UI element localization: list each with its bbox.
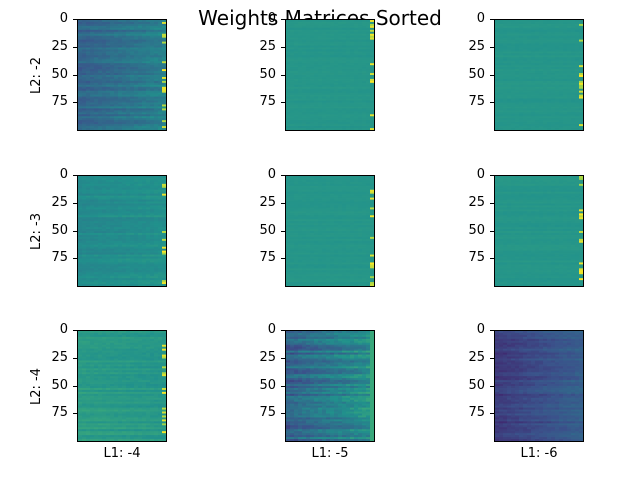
y-tick-label: 50	[468, 377, 485, 393]
y-tick-label: 50	[259, 377, 276, 393]
heatmap-image	[78, 331, 166, 441]
y-tick-label: 50	[51, 377, 68, 393]
heatmap-image	[78, 20, 166, 130]
y-tick	[73, 175, 77, 176]
heatmap-panel-r2-c1	[285, 330, 375, 442]
y-tick	[281, 230, 285, 232]
y-tick-label: 0	[476, 11, 485, 26]
y-tick	[73, 102, 77, 104]
y-tick	[281, 19, 285, 20]
heatmap-image	[286, 20, 374, 130]
y-tick	[490, 258, 494, 260]
heatmap-panel-r1-c1	[285, 175, 375, 287]
y-tick-label: 25	[259, 194, 276, 210]
heatmap-panel-r2-c2	[494, 330, 584, 442]
heatmap-image	[495, 176, 583, 286]
column-label: L1: -4	[103, 446, 141, 461]
y-tick	[490, 413, 494, 415]
y-tick-label: 25	[468, 194, 485, 210]
y-tick-label: 0	[267, 322, 276, 337]
y-tick	[490, 385, 494, 387]
heatmap-panel-r1-c0	[77, 175, 167, 287]
y-tick-label: 0	[267, 167, 276, 182]
y-tick-label: 0	[59, 167, 68, 182]
y-tick	[490, 357, 494, 359]
y-tick-label: 25	[51, 194, 68, 210]
y-tick	[73, 19, 77, 20]
y-tick	[73, 330, 77, 331]
y-tick	[281, 413, 285, 415]
y-tick-label: 0	[267, 11, 276, 26]
y-tick	[490, 46, 494, 48]
row-label: L2: -4	[28, 367, 44, 405]
heatmap-panel-r0-c0	[77, 19, 167, 131]
y-tick-label: 50	[468, 66, 485, 82]
heatmap-panel-r1-c2	[494, 175, 584, 287]
y-tick-label: 75	[468, 405, 485, 421]
y-tick	[281, 330, 285, 331]
heatmap-panel-r0-c2	[494, 19, 584, 131]
y-tick-label: 75	[51, 405, 68, 421]
y-tick	[73, 230, 77, 232]
y-tick-label: 0	[476, 167, 485, 182]
y-tick	[73, 357, 77, 359]
y-tick	[73, 46, 77, 48]
y-tick-label: 75	[468, 94, 485, 110]
y-tick	[281, 385, 285, 387]
y-tick-label: 25	[259, 349, 276, 365]
y-tick-label: 75	[259, 405, 276, 421]
y-tick	[281, 258, 285, 260]
y-tick	[490, 230, 494, 232]
y-tick-label: 50	[51, 66, 68, 82]
y-tick-label: 75	[468, 250, 485, 266]
heatmap-image	[495, 20, 583, 130]
y-tick-label: 75	[259, 94, 276, 110]
y-tick	[490, 330, 494, 331]
y-tick-label: 0	[59, 322, 68, 337]
y-tick	[490, 74, 494, 76]
heatmap-panel-r0-c1	[285, 19, 375, 131]
y-tick	[490, 175, 494, 176]
y-tick-label: 0	[476, 322, 485, 337]
heatmap-image	[286, 331, 374, 441]
y-tick	[281, 202, 285, 204]
row-label: L2: -3	[28, 212, 44, 250]
y-tick	[73, 74, 77, 76]
y-tick	[73, 202, 77, 204]
y-tick	[73, 385, 77, 387]
row-label: L2: -2	[28, 56, 44, 94]
heatmap-image	[495, 331, 583, 441]
heatmap-image	[78, 176, 166, 286]
column-label: L1: -5	[311, 446, 349, 461]
y-tick-label: 75	[259, 250, 276, 266]
heatmap-panel-r2-c0	[77, 330, 167, 442]
y-tick-label: 25	[259, 38, 276, 54]
y-tick	[281, 74, 285, 76]
y-tick	[490, 202, 494, 204]
y-tick-label: 25	[468, 349, 485, 365]
y-tick	[281, 46, 285, 48]
y-tick	[490, 102, 494, 104]
y-tick-label: 50	[51, 222, 68, 238]
column-label: L1: -6	[520, 446, 558, 461]
y-tick-label: 50	[468, 222, 485, 238]
y-tick-label: 25	[468, 38, 485, 54]
y-tick-label: 50	[259, 222, 276, 238]
y-tick-label: 75	[51, 250, 68, 266]
y-tick-label: 25	[51, 349, 68, 365]
y-tick	[281, 102, 285, 104]
heatmap-image	[286, 176, 374, 286]
y-tick-label: 0	[59, 11, 68, 26]
y-tick	[73, 258, 77, 260]
y-tick-label: 75	[51, 94, 68, 110]
y-tick-label: 50	[259, 66, 276, 82]
y-tick-label: 25	[51, 38, 68, 54]
y-tick	[281, 357, 285, 359]
y-tick	[73, 413, 77, 415]
y-tick	[490, 19, 494, 20]
y-tick	[281, 175, 285, 176]
